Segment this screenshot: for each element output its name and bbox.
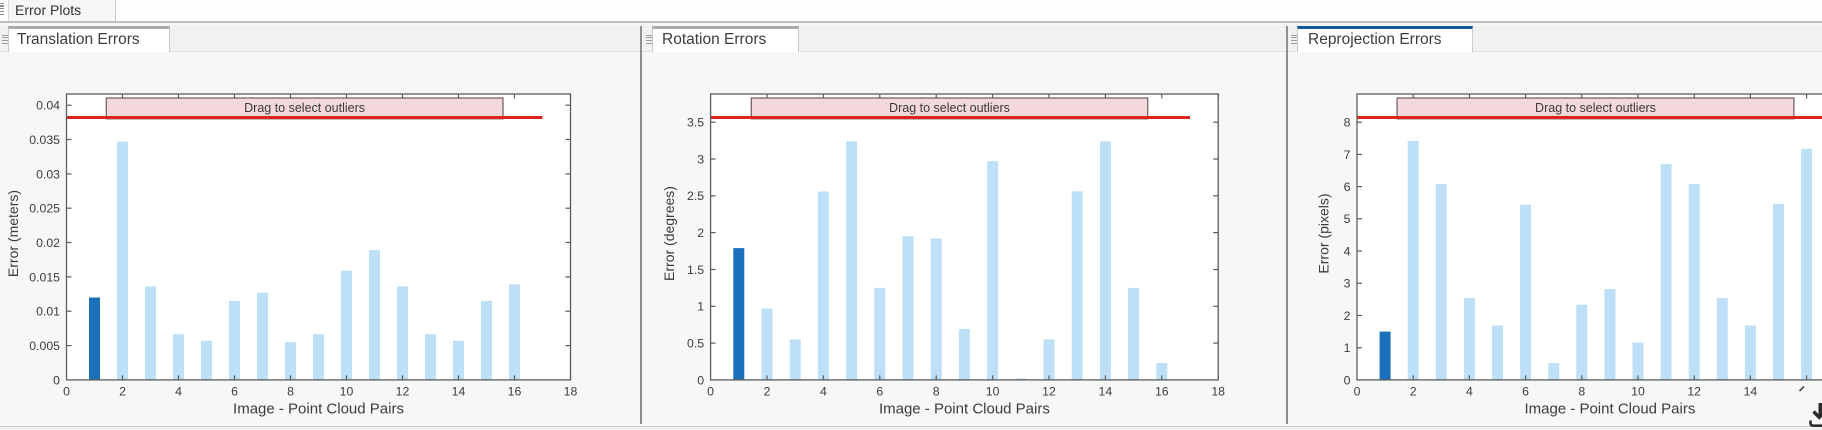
svg-text:4: 4 <box>820 385 827 399</box>
svg-text:8: 8 <box>287 385 294 399</box>
svg-text:14: 14 <box>1744 385 1758 399</box>
svg-text:2: 2 <box>119 385 126 399</box>
svg-text:10: 10 <box>1631 385 1645 399</box>
svg-text:0: 0 <box>1344 373 1351 387</box>
svg-text:3: 3 <box>1344 277 1351 291</box>
svg-text:0.035: 0.035 <box>29 133 60 147</box>
svg-text:2.5: 2.5 <box>687 189 704 203</box>
svg-text:0.04: 0.04 <box>36 99 60 113</box>
svg-text:Drag to select outliers: Drag to select outliers <box>889 101 1010 115</box>
svg-text:3.5: 3.5 <box>687 116 704 130</box>
svg-text:6: 6 <box>1522 385 1529 399</box>
svg-text:14: 14 <box>1099 385 1113 399</box>
svg-text:5: 5 <box>1344 212 1351 226</box>
svg-text:16: 16 <box>1155 385 1169 399</box>
svg-text:10: 10 <box>986 385 1000 399</box>
svg-text:0.03: 0.03 <box>36 167 60 181</box>
svg-text:2: 2 <box>764 385 771 399</box>
svg-text:12: 12 <box>1687 385 1701 399</box>
svg-text:6: 6 <box>876 385 883 399</box>
svg-text:Image - Point Cloud Pairs: Image - Point Cloud Pairs <box>233 401 404 418</box>
svg-text:16: 16 <box>508 385 522 399</box>
svg-text:12: 12 <box>396 385 410 399</box>
svg-text:0: 0 <box>63 385 70 399</box>
svg-text:8: 8 <box>1578 385 1585 399</box>
svg-text:8: 8 <box>933 385 940 399</box>
svg-text:2: 2 <box>697 226 704 240</box>
svg-text:Drag to select outliers: Drag to select outliers <box>244 101 365 115</box>
svg-text:Error (degrees): Error (degrees) <box>661 186 677 281</box>
svg-text:0: 0 <box>53 373 60 387</box>
svg-text:6: 6 <box>1344 180 1351 194</box>
svg-text:0: 0 <box>1354 385 1361 399</box>
svg-text:0: 0 <box>707 385 714 399</box>
svg-text:7: 7 <box>1344 148 1351 162</box>
svg-text:12: 12 <box>1042 385 1056 399</box>
svg-text:8: 8 <box>1344 116 1351 130</box>
svg-text:0.015: 0.015 <box>29 270 60 284</box>
svg-text:Image - Point Cloud Pairs: Image - Point Cloud Pairs <box>1524 401 1695 418</box>
svg-text:6: 6 <box>231 385 238 399</box>
svg-text:0.005: 0.005 <box>29 339 60 353</box>
svg-text:0.02: 0.02 <box>36 236 60 250</box>
svg-text:Drag to select outliers: Drag to select outliers <box>1535 101 1656 115</box>
svg-text:18: 18 <box>564 385 578 399</box>
svg-text:Error (pixels): Error (pixels) <box>1316 193 1332 273</box>
svg-text:0: 0 <box>697 373 704 387</box>
svg-text:2: 2 <box>1344 309 1351 323</box>
svg-text:10: 10 <box>340 385 354 399</box>
svg-text:0.025: 0.025 <box>29 202 60 216</box>
svg-text:0.01: 0.01 <box>36 305 60 319</box>
svg-text:14: 14 <box>452 385 466 399</box>
svg-text:4: 4 <box>1344 244 1351 258</box>
svg-text:3: 3 <box>697 152 704 166</box>
svg-text:18: 18 <box>1211 385 1225 399</box>
svg-text:4: 4 <box>175 385 182 399</box>
svg-text:Image - Point Cloud Pairs: Image - Point Cloud Pairs <box>879 401 1050 418</box>
svg-text:0.5: 0.5 <box>687 337 704 351</box>
svg-text:Error (meters): Error (meters) <box>5 190 21 277</box>
svg-text:1.5: 1.5 <box>687 263 704 277</box>
svg-text:1: 1 <box>697 300 704 314</box>
svg-text:2: 2 <box>1410 385 1417 399</box>
svg-text:4: 4 <box>1466 385 1473 399</box>
svg-text:1: 1 <box>1344 341 1351 355</box>
